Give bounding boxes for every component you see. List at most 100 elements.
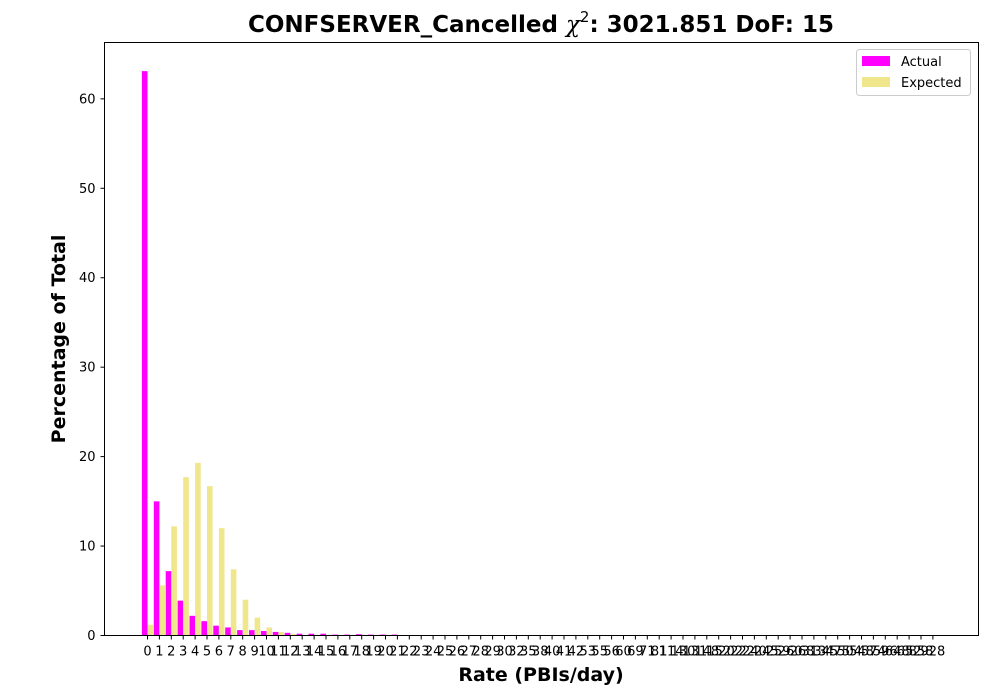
bar-expected-2 — [171, 526, 177, 636]
bar-actual-4 — [189, 615, 196, 636]
x-tick-label: 15 — [318, 645, 335, 660]
x-tick-label: 81 — [651, 645, 668, 660]
y-tick-label: 10 — [79, 540, 96, 555]
x-tick-label: 27 — [461, 645, 478, 660]
bar-actual-6 — [213, 625, 219, 636]
x-tick-label: 41 — [556, 645, 573, 660]
x-tick-label: 25 — [437, 645, 454, 660]
x-tick-label: 268 — [790, 645, 815, 660]
x-tick-label: 53 — [580, 645, 597, 660]
x-tick-label: 504 — [837, 645, 862, 660]
x-tick-label: 260 — [778, 645, 803, 660]
x-tick-label: 9 — [250, 645, 258, 660]
x-tick-label: 7 — [227, 645, 235, 660]
bar-actual-10 — [260, 631, 267, 636]
x-tick-label: 42 — [568, 645, 585, 660]
chart-title-chi: χ — [564, 12, 582, 38]
x-tick-label: 131 — [682, 645, 707, 660]
x-tick-label: 222 — [730, 645, 755, 660]
x-tick-label: 16 — [330, 645, 347, 660]
x-tick-label: 2 — [167, 645, 175, 660]
bar-expected-4 — [195, 462, 201, 636]
x-tick-label: 38 — [532, 645, 549, 660]
x-tick-label: 574 — [861, 645, 886, 660]
legend-swatch-expected — [862, 77, 890, 87]
x-tick-label: 14 — [306, 645, 323, 660]
bar-actual-8 — [237, 630, 243, 636]
x-tick-label: 130 — [671, 645, 696, 660]
x-tick-label: 60 — [615, 645, 632, 660]
x-tick-label: 3 — [179, 645, 187, 660]
bar-actual-1 — [153, 501, 160, 636]
x-tick-label: 18 — [353, 645, 370, 660]
x-tick-label: 1 — [155, 645, 163, 660]
x-tick-label: 30 — [496, 645, 513, 660]
x-tick-label: 23 — [413, 645, 430, 660]
x-tick-label: 56 — [603, 645, 620, 660]
x-tick-label: 259 — [766, 645, 791, 660]
x-tick-label: 24 — [425, 645, 442, 660]
x-tick-label: 55 — [591, 645, 608, 660]
y-tick-label: 30 — [79, 361, 96, 376]
bar-expected-11 — [278, 631, 284, 636]
bar-actual-5 — [201, 621, 207, 636]
x-tick-label: 858 — [909, 645, 934, 660]
x-tick-label: 71 — [639, 645, 656, 660]
x-tick-label: 240 — [742, 645, 767, 660]
bar-actual-12 — [284, 632, 291, 636]
x-tick-label: 26 — [449, 645, 466, 660]
y-tick-label: 40 — [79, 271, 96, 286]
x-tick-label: 13 — [294, 645, 311, 660]
x-tick-label: 114 — [659, 645, 684, 660]
y-tick-label: 50 — [79, 182, 96, 197]
x-tick-label: 20 — [377, 645, 394, 660]
bar-actual-18 — [356, 634, 362, 636]
bar-expected-5 — [207, 486, 213, 636]
x-tick-label: 21 — [389, 645, 406, 660]
x-tick-label: 345 — [813, 645, 838, 660]
x-tick-label: 475 — [825, 645, 850, 660]
x-tick-label: 4 — [191, 645, 199, 660]
bar-actual-9 — [249, 630, 255, 636]
x-tick-label: 652 — [897, 645, 922, 660]
x-tick-label: 245 — [754, 645, 779, 660]
bar-expected-10 — [266, 627, 273, 636]
bar-expected-3 — [183, 477, 189, 636]
x-tick-label: 648 — [885, 645, 910, 660]
x-tick-label: 313 — [801, 645, 826, 660]
x-tick-label: 28 — [472, 645, 489, 660]
bar-actual-7 — [225, 627, 231, 636]
y-axis-label: Percentage of Total — [48, 235, 70, 444]
x-tick-label: 6 — [215, 645, 223, 660]
bar-actual-13 — [296, 633, 303, 636]
bar-expected-1 — [159, 585, 165, 636]
x-tick-label: 19 — [365, 645, 382, 660]
x-tick-label: 0 — [143, 645, 151, 660]
bar-actual-2 — [165, 571, 172, 636]
chart-title-prefix: CONFSERVER_Cancelled — [248, 12, 566, 38]
bar-actual-11 — [272, 631, 279, 636]
bar-actual-15 — [320, 633, 326, 636]
bars-group — [141, 71, 933, 636]
legend-label-actual: Actual — [901, 55, 942, 70]
x-tick-label: 11 — [270, 645, 287, 660]
bar-expected-7 — [230, 569, 237, 636]
bar-expected-9 — [254, 617, 261, 636]
legend-label-expected: Expected — [901, 76, 962, 91]
bar-expected-12 — [290, 634, 296, 636]
x-tick-label: 69 — [627, 645, 644, 660]
bar-expected-0 — [147, 624, 154, 636]
bar-actual-14 — [308, 633, 315, 636]
x-tick-label: 29 — [484, 645, 501, 660]
x-ticks-group: 0 1 2 3 4 5 6 7 8 9 101112131415161718192021222324… — [143, 635, 945, 660]
legend-swatch-actual — [862, 56, 890, 66]
y-tick-label: 20 — [79, 450, 96, 465]
x-tick-label: 152 — [706, 645, 731, 660]
x-tick-label: 12 — [282, 645, 299, 660]
x-tick-label: 148 — [694, 645, 719, 660]
x-tick-label: 40 — [544, 645, 561, 660]
y-tick-label: 60 — [79, 92, 96, 107]
x-tick-label: 22 — [401, 645, 418, 660]
bar-expected-6 — [218, 528, 225, 636]
plot-frame — [104, 42, 979, 636]
